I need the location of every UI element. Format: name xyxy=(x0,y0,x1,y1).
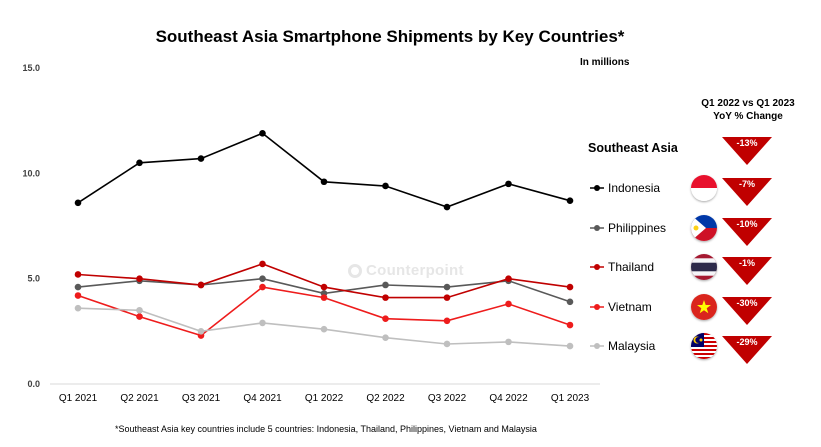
x-tick-label: Q3 2022 xyxy=(428,393,467,404)
x-tick-label: Q1 2023 xyxy=(551,393,590,404)
data-point-malaysia xyxy=(136,306,143,314)
yoy-value: -7% xyxy=(738,179,755,189)
data-point-indonesia xyxy=(566,197,574,205)
data-point-malaysia xyxy=(197,328,205,335)
yoy-header: Q1 2022 vs Q1 2023 YoY % Change xyxy=(686,97,810,123)
data-point-malaysia xyxy=(259,319,266,327)
x-tick-label: Q2 2021 xyxy=(120,393,159,404)
yoy-header-line1: Q1 2022 vs Q1 2023 xyxy=(701,98,795,109)
thailand-yoy-badge: -1% xyxy=(722,257,772,285)
chart-title: Southeast Asia Smartphone Shipments by K… xyxy=(155,27,625,46)
region-yoy-value: -13% xyxy=(736,138,758,148)
data-point-thailand xyxy=(505,275,512,282)
data-point-malaysia xyxy=(74,304,82,312)
yoy-value: -1% xyxy=(738,258,755,268)
legend-marker xyxy=(590,185,604,191)
data-point-philippines xyxy=(74,283,82,291)
x-tick-label: Q1 2022 xyxy=(305,393,344,404)
x-tick-label: Q2 2022 xyxy=(366,393,405,404)
units-label: In millions xyxy=(580,57,630,68)
data-point-indonesia xyxy=(74,199,82,207)
y-tick-label: 0.0 xyxy=(27,379,40,389)
data-point-thailand xyxy=(197,281,205,289)
legend-marker xyxy=(590,343,604,349)
data-point-thailand xyxy=(259,260,266,268)
yoy-header-line2: YoY % Change xyxy=(713,111,783,122)
watermark-logo-icon xyxy=(348,264,362,279)
data-point-indonesia xyxy=(136,159,143,167)
legend-marker xyxy=(590,225,604,231)
thailand-flag-icon xyxy=(691,254,717,280)
data-point-philippines xyxy=(443,283,451,291)
legend-label: Thailand xyxy=(608,260,655,274)
legend-label: Indonesia xyxy=(608,181,661,195)
data-point-indonesia xyxy=(505,180,512,188)
region-yoy-badge: -13% xyxy=(722,137,772,165)
yoy-value: -30% xyxy=(736,298,758,308)
x-tick-label: Q3 2021 xyxy=(182,393,221,404)
x-tick-label: Q1 2021 xyxy=(59,393,98,404)
data-point-vietnam xyxy=(136,313,143,320)
data-point-vietnam xyxy=(566,321,574,329)
data-point-vietnam xyxy=(320,294,328,301)
y-tick-label: 5.0 xyxy=(27,274,40,284)
data-point-thailand xyxy=(443,294,451,301)
vietnam-flag-icon xyxy=(691,294,717,320)
data-point-indonesia xyxy=(320,178,328,186)
region-label: Southeast Asia xyxy=(588,141,678,155)
yoy-value: -10% xyxy=(736,219,758,229)
malaysia-flag-icon xyxy=(691,333,717,359)
data-point-malaysia xyxy=(320,325,328,333)
data-point-malaysia xyxy=(566,342,574,350)
data-point-vietnam xyxy=(382,315,389,322)
data-point-thailand xyxy=(136,275,143,282)
data-point-philippines xyxy=(382,281,389,289)
data-point-philippines xyxy=(566,298,574,306)
y-tick-label: 10.0 xyxy=(22,168,40,178)
data-point-vietnam xyxy=(74,292,82,299)
data-point-indonesia xyxy=(259,130,266,137)
data-point-thailand xyxy=(382,294,389,301)
data-point-indonesia xyxy=(197,155,205,162)
legend-marker xyxy=(590,304,604,310)
footnote: *Southeast Asia key countries include 5 … xyxy=(115,424,537,434)
data-point-malaysia xyxy=(505,338,512,346)
data-point-malaysia xyxy=(382,334,389,341)
data-point-vietnam xyxy=(505,300,512,308)
indonesia-yoy-badge: -7% xyxy=(722,178,772,206)
data-point-malaysia xyxy=(443,340,451,348)
data-point-indonesia xyxy=(443,203,451,211)
data-point-indonesia xyxy=(382,182,389,190)
data-point-vietnam xyxy=(443,317,451,325)
watermark: Counterpoint xyxy=(348,262,464,279)
legend-label: Vietnam xyxy=(608,300,652,314)
data-point-thailand xyxy=(320,283,328,291)
data-point-thailand xyxy=(74,271,82,278)
yoy-value: -29% xyxy=(736,337,758,347)
x-tick-label: Q4 2022 xyxy=(489,393,528,404)
vietnam-yoy-badge: -30% xyxy=(722,297,772,325)
philippines-yoy-badge: -10% xyxy=(722,218,772,246)
indonesia-flag-icon xyxy=(691,175,717,201)
malaysia-yoy-badge: -29% xyxy=(722,336,772,364)
legend-marker xyxy=(590,264,604,270)
legend-label: Philippines xyxy=(608,221,667,235)
data-point-philippines xyxy=(259,275,266,282)
legend-label: Malaysia xyxy=(608,339,656,353)
data-point-vietnam xyxy=(259,283,266,291)
x-tick-label: Q4 2021 xyxy=(243,393,282,404)
data-point-thailand xyxy=(566,283,574,291)
watermark-text: Counterpoint xyxy=(366,262,464,279)
philippines-flag-icon xyxy=(691,215,717,241)
y-tick-label: 15.0 xyxy=(22,63,40,73)
series-line-indonesia xyxy=(77,132,571,208)
